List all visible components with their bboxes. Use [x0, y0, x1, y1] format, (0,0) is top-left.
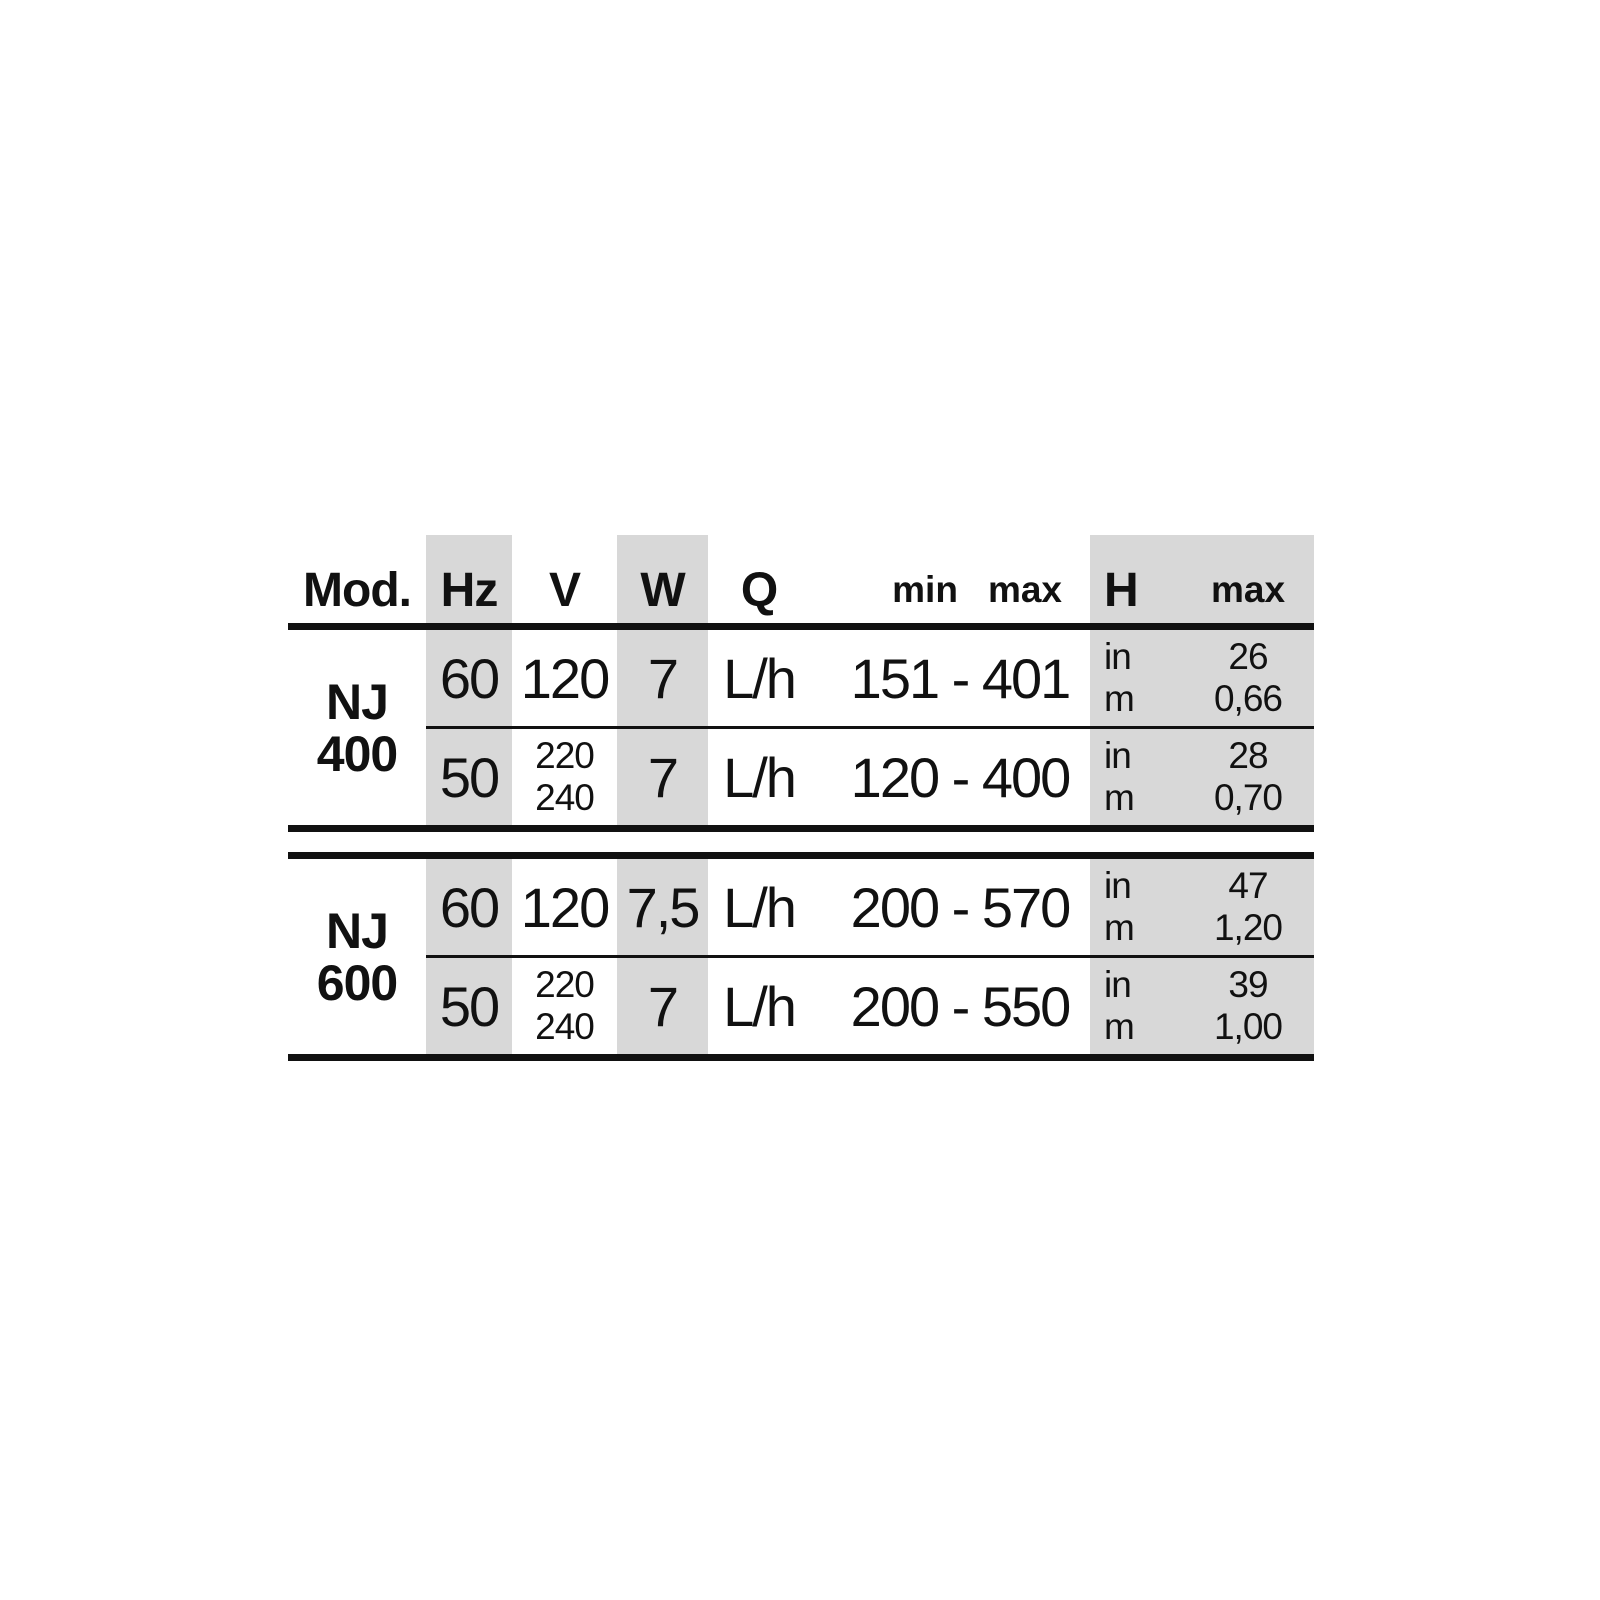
- hz-value: 50: [426, 958, 512, 1054]
- flow-range: 200 - 570: [850, 875, 1072, 939]
- flow-unit: L/h: [723, 974, 797, 1038]
- head-max-m: 0,66: [1213, 678, 1283, 719]
- voltage-220: 220: [535, 964, 595, 1005]
- voltage-values: 220 240: [512, 729, 617, 825]
- voltage-240: 240: [535, 777, 595, 818]
- header-h-max: max: [1182, 535, 1314, 623]
- header-w: W: [617, 535, 708, 623]
- head-max-values: 28 0,70: [1182, 729, 1314, 825]
- head-unit-in: in: [1104, 964, 1132, 1005]
- divider-thick-below-header: [288, 623, 1314, 630]
- head-max-m: 1,00: [1213, 1006, 1283, 1047]
- flow-unit: L/h: [723, 745, 797, 809]
- divider-thin-nj600: [426, 955, 1314, 958]
- voltage-240: 240: [535, 1006, 595, 1047]
- model-section-nj400: NJ 400 60 120 7 L/h 151 - 401 in m 26 0,…: [288, 630, 1314, 825]
- head-unit-in: in: [1104, 735, 1132, 776]
- model-name-line2: 600: [316, 954, 398, 1011]
- head-max-values: 47 1,20: [1182, 859, 1314, 955]
- header-hz: Hz: [426, 535, 512, 623]
- divider-thick-nj600-bottom: [288, 1054, 1314, 1061]
- head-unit-m: m: [1104, 777, 1135, 818]
- head-units: in m: [1090, 859, 1182, 955]
- spec-row-nj400-50hz: 50 220 240 7 L/h 120 - 400 in m 28 0,70: [426, 729, 1314, 825]
- hz-value: 60: [426, 630, 512, 726]
- watt-value: 7: [617, 630, 708, 726]
- spec-row-nj600-50hz: 50 220 240 7 L/h 200 - 550 in m 39 1,00: [426, 958, 1314, 1054]
- model-name-nj400: NJ 400: [288, 630, 426, 825]
- pump-spec-table: Mod. Hz V W Q min max H max NJ 400 60 12…: [288, 535, 1314, 1061]
- head-unit-m: m: [1104, 1006, 1135, 1047]
- head-unit-m: m: [1104, 907, 1135, 948]
- model-section-nj600: NJ 600 60 120 7,5 L/h 200 - 570 in m 47 …: [288, 859, 1314, 1054]
- header-h: H: [1090, 535, 1182, 623]
- model-name-line2: 400: [316, 725, 398, 782]
- header-mod: Mod.: [303, 563, 412, 617]
- flow-unit: L/h: [723, 646, 797, 710]
- head-unit-in: in: [1104, 636, 1132, 677]
- divider-thick-nj400-bottom: [288, 825, 1314, 832]
- header-q: Q: [740, 563, 778, 617]
- model-name-nj600: NJ 600: [288, 859, 426, 1054]
- header-min-label: min: [892, 569, 958, 610]
- head-max-in: 47: [1228, 865, 1268, 906]
- header-max-label: max: [987, 569, 1062, 610]
- head-units: in m: [1090, 958, 1182, 1054]
- section-gap: [288, 832, 1314, 852]
- voltage-value: 120: [520, 646, 610, 710]
- hz-value: 60: [426, 859, 512, 955]
- head-max-m: 1,20: [1213, 907, 1283, 948]
- divider-thin-nj400: [426, 726, 1314, 729]
- divider-thick-nj600-top: [288, 852, 1314, 859]
- head-units: in m: [1090, 729, 1182, 825]
- head-max-in: 39: [1228, 964, 1268, 1005]
- table-header-row: Mod. Hz V W Q min max H max: [288, 535, 1314, 623]
- model-name-line1: NJ: [326, 902, 389, 959]
- head-max-m: 0,70: [1213, 777, 1283, 818]
- flow-range: 120 - 400: [850, 745, 1072, 809]
- voltage-values: 220 240: [512, 958, 617, 1054]
- spec-row-nj600-60hz: 60 120 7,5 L/h 200 - 570 in m 47 1,20: [426, 859, 1314, 955]
- head-max-values: 26 0,66: [1182, 630, 1314, 726]
- head-max-in: 26: [1228, 636, 1268, 677]
- flow-range: 200 - 550: [850, 974, 1072, 1038]
- head-max-values: 39 1,00: [1182, 958, 1314, 1054]
- spec-row-nj400-60hz: 60 120 7 L/h 151 - 401 in m 26 0,66: [426, 630, 1314, 726]
- watt-value: 7,5: [617, 859, 708, 955]
- header-min-max: min max: [810, 535, 1090, 623]
- header-v: V: [548, 563, 581, 617]
- model-name-line1: NJ: [326, 673, 389, 730]
- flow-range: 151 - 401: [850, 646, 1072, 710]
- hz-value: 50: [426, 729, 512, 825]
- watt-value: 7: [617, 958, 708, 1054]
- voltage-value: 120: [520, 875, 610, 939]
- watt-value: 7: [617, 729, 708, 825]
- head-unit-m: m: [1104, 678, 1135, 719]
- head-unit-in: in: [1104, 865, 1132, 906]
- head-units: in m: [1090, 630, 1182, 726]
- voltage-220: 220: [535, 735, 595, 776]
- head-max-in: 28: [1228, 735, 1268, 776]
- flow-unit: L/h: [723, 875, 797, 939]
